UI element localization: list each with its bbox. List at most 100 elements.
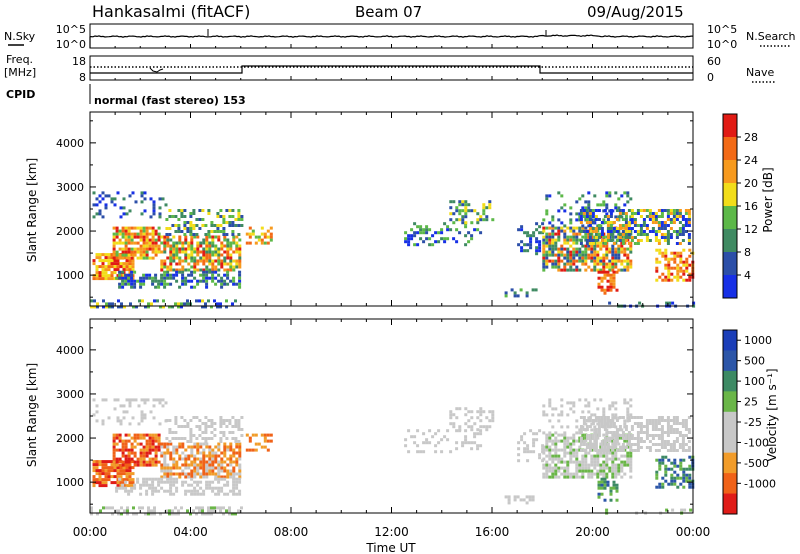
echo-cell [657, 242, 661, 245]
echo-cell [664, 257, 668, 261]
echo-cell [120, 305, 123, 309]
echo-cell [151, 229, 155, 233]
echo-cell [636, 230, 640, 233]
echo-cell [588, 227, 592, 230]
echo-cell [183, 209, 187, 212]
echo-cell [560, 466, 564, 470]
echo-cell [588, 425, 592, 428]
echo-cell [485, 428, 489, 432]
echo-cell [125, 410, 129, 414]
echo-cell [180, 209, 184, 212]
echo-cell [597, 428, 601, 431]
echo-cell [125, 475, 129, 479]
echo-cell [578, 253, 582, 257]
echo-cell [605, 457, 609, 461]
echo-cell [655, 266, 659, 270]
echo-cell [603, 273, 607, 277]
nsky-tick-bot: 10^0 [56, 38, 86, 51]
echo-cell [116, 481, 120, 485]
echo-cell [620, 460, 624, 464]
echo-cell [617, 457, 621, 461]
echo-cell [609, 276, 613, 280]
echo-cell [110, 481, 114, 485]
echo-cell [204, 431, 208, 434]
echo-cell [548, 448, 552, 452]
echo-cell [136, 241, 140, 245]
echo-cell [569, 221, 573, 225]
echo-cell [202, 241, 206, 245]
echo-cell [470, 410, 474, 414]
echo-cell [542, 259, 546, 263]
echo-cell [204, 425, 208, 428]
echo-cell [461, 200, 465, 204]
power-data-cells [90, 191, 696, 309]
echo-cell [157, 226, 161, 230]
echo-cell [606, 224, 610, 227]
echo-cell [223, 273, 227, 277]
echo-cell [584, 433, 588, 437]
echo-cell [142, 241, 146, 245]
echo-cell [611, 475, 615, 479]
echo-cell [672, 416, 676, 419]
echo-cell [579, 212, 583, 215]
echo-cell [124, 232, 128, 236]
echo-cell [122, 268, 126, 272]
echo-cell [160, 451, 164, 455]
echo-cell [682, 467, 686, 471]
echo-cell [113, 466, 117, 470]
echo-cell [605, 451, 609, 455]
echo-cell [125, 478, 129, 482]
echo-cell [152, 200, 156, 204]
echo-cell [623, 203, 627, 207]
echo-cell [535, 246, 539, 250]
echo-cell [232, 235, 236, 239]
echo-cell [169, 265, 173, 269]
echo-cell [600, 492, 604, 496]
echo-cell [169, 268, 173, 272]
echo-cell [557, 439, 561, 443]
echo-cell [615, 486, 619, 490]
echo-cell [151, 448, 155, 452]
echo-cell [130, 235, 134, 239]
echo-cell [111, 512, 114, 516]
echo-cell [211, 454, 215, 458]
echo-cell [615, 209, 619, 212]
echo-cell [196, 466, 200, 470]
echo-cell [545, 232, 549, 236]
x-tick-label: 20:00 [575, 525, 610, 539]
echo-cell [551, 469, 555, 473]
echo-cell [213, 428, 217, 431]
echo-cell [581, 235, 585, 239]
echo-cell [621, 239, 625, 242]
echo-cell [504, 294, 508, 298]
echo-cell [202, 442, 206, 446]
echo-cell [600, 480, 604, 484]
echo-cell [615, 239, 619, 242]
echo-cell [161, 197, 165, 201]
echo-cell [578, 197, 582, 201]
echo-cell [181, 273, 185, 277]
echo-cell [491, 419, 495, 423]
echo-cell [169, 486, 173, 490]
echo-cell [169, 466, 173, 470]
echo-cell [663, 227, 667, 230]
echo-cell [660, 416, 664, 419]
echo-cell [220, 486, 224, 490]
echo-cell [593, 259, 597, 263]
echo-cell [542, 226, 546, 230]
echo-cell [248, 436, 252, 440]
echo-cell [624, 215, 628, 218]
echo-cell [585, 215, 589, 218]
echo-cell [184, 268, 188, 272]
echo-cell [121, 279, 125, 283]
echo-cell [193, 472, 197, 476]
echo-cell [545, 250, 549, 254]
echo-cell [654, 215, 658, 218]
echo-cell [104, 206, 108, 210]
echo-cell [142, 226, 146, 230]
echo-cell [473, 441, 477, 445]
echo-cell [419, 225, 423, 229]
echo-cell [630, 236, 634, 239]
echo-cell [142, 483, 146, 487]
echo-cell [136, 442, 140, 446]
